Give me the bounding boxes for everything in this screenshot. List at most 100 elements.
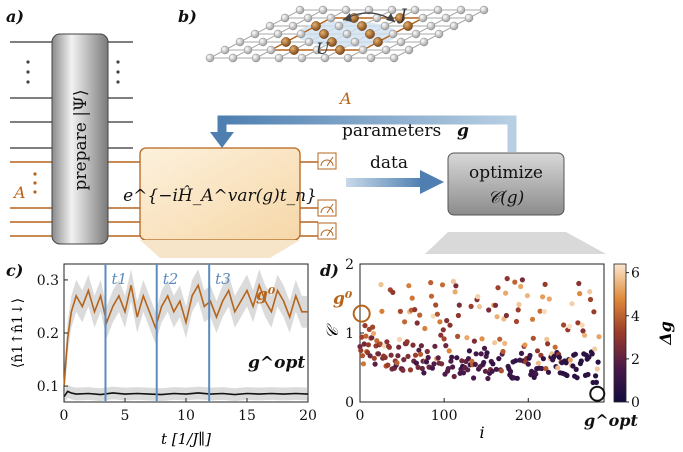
scatter-point [454,355,460,361]
scatter-point [575,320,581,326]
scatter-point [406,283,412,289]
atom-subsystem [281,37,291,47]
scatter-point [372,361,378,367]
atom [396,37,406,47]
scatter-point [591,309,597,315]
plot-c: t1 t2 t3 0 5 10 15 20 0.1 0.2 0.3 t [1/J∥] ⟨n̂1↑n̂1↓… [10,263,317,448]
scatter-point [405,353,411,359]
x-tick-label: 20 [299,408,317,424]
scatter-point [402,319,408,325]
atom [312,45,322,55]
scatter-point [587,296,594,303]
scatter-point [490,361,496,367]
scatter-point [449,354,455,360]
scatter-point [433,302,439,308]
atom [304,37,314,47]
atom [441,13,451,23]
scatter-point [370,330,377,337]
scatter-point [455,333,461,339]
scatter-point [473,351,479,357]
scatter-point [592,346,598,352]
scatter-point [438,332,444,338]
series-band-g0 [64,269,308,402]
atom [419,37,429,47]
scatter-point [434,311,440,317]
scatter-point [524,293,531,299]
scatter-point [593,379,600,385]
atom-subsystem [335,45,345,55]
scatter-point [425,354,431,361]
series-line-gopt [63,390,309,398]
scatter-point [527,352,533,359]
y-tick-label: 0.2 [37,326,59,342]
scatter-point [543,366,549,372]
atom [358,45,368,55]
scatter-point [464,335,470,341]
colorbar-tick-label: 2 [631,352,640,368]
atom [220,45,230,55]
scatter-point [423,359,430,365]
colorbar-tick-label: 6 [631,266,640,282]
atom [433,5,443,15]
scatter-point [587,289,593,295]
time-marker-label-1: t1 [111,270,127,288]
scatter-point [396,336,403,343]
atom [366,53,376,63]
atom [303,13,313,23]
atom [411,29,421,39]
scatter-point [589,351,595,357]
scatter-point [419,365,425,372]
scatter-point [374,338,380,344]
scatter-point [386,344,392,350]
scatter-point [545,341,551,347]
scatter-point [540,356,547,362]
atom-subsystem [373,37,383,47]
scatter-point [529,316,536,322]
scatter-point [367,353,373,359]
scatter-point [492,302,499,308]
atom [426,21,436,31]
scatter-point [466,348,472,354]
scatter-point [361,341,367,347]
scatter-point [594,366,600,372]
scatter-point [445,366,451,372]
scatter-point [582,332,588,338]
scatter-point [545,369,552,375]
scatter-point [569,301,575,307]
atom [228,53,238,63]
scatter-point [534,348,541,354]
scatter-point [378,282,384,288]
scatter-point [407,367,414,373]
x-tick-label: 0 [356,408,365,424]
scatter-point [585,371,591,378]
x-tick-label: 0 [60,408,69,424]
atom [251,53,261,63]
plot-d-frame [359,263,605,403]
scatter-point [437,319,443,325]
atom [258,37,268,47]
atom [389,53,399,63]
scatter-point [429,365,435,371]
scatter-point [422,325,428,332]
optimize-box [447,152,565,216]
scatter-point [440,327,446,333]
atom [297,53,307,63]
scatter-point [401,357,407,363]
scatter-point [430,313,436,319]
panel-label-b: b) [178,7,197,26]
atom [381,45,391,55]
scatter-point [577,291,583,297]
y-tick-label: 0.1 [37,379,59,395]
scatter-point [384,339,390,345]
scatter-point [447,322,453,328]
scatter-point [519,277,526,283]
scatter-point [552,344,558,350]
scatter-point [556,354,563,360]
scatter-point [451,373,457,380]
scatter-point [515,307,521,313]
start-marker [352,304,371,323]
scatter-point [486,307,492,313]
measurement-icons [317,152,337,240]
